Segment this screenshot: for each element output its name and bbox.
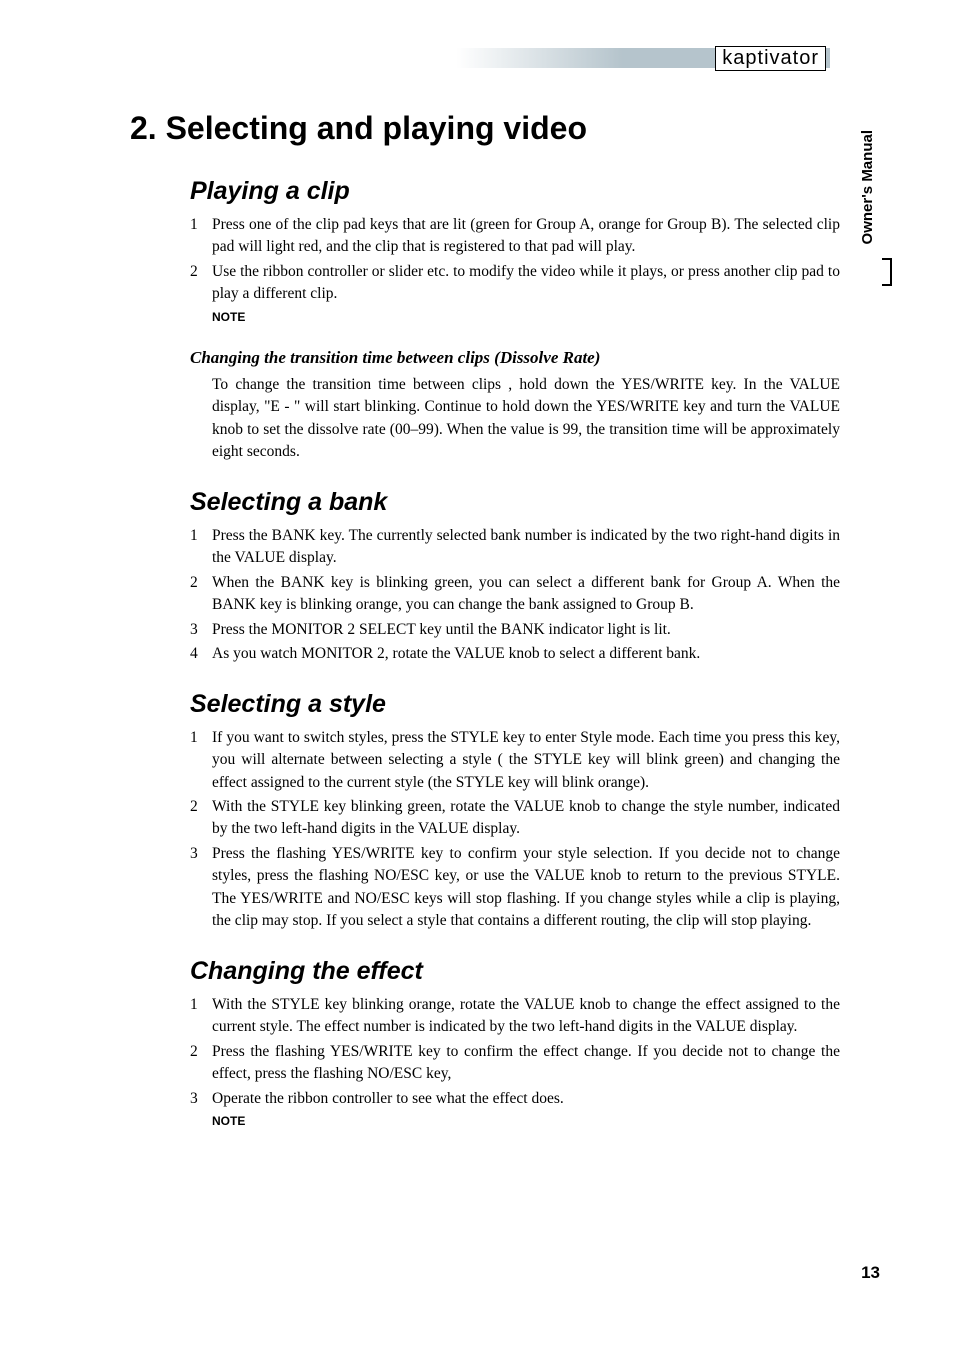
effect-note: NOTE: [212, 1114, 840, 1128]
playing-steps: Press one of the clip pad keys that are …: [190, 214, 840, 306]
style-steps: If you want to switch styles, press the …: [190, 727, 840, 933]
style-step-3: Press the flashing YES/WRITE key to conf…: [190, 843, 840, 933]
side-label: Owner's Manual: [859, 130, 876, 244]
playing-step-1: Press one of the clip pad keys that are …: [190, 214, 840, 259]
effect-steps: With the STYLE key blinking orange, rota…: [190, 994, 840, 1110]
section-style-heading: Selecting a style: [190, 690, 840, 719]
section-effect-heading: Changing the effect: [190, 957, 840, 986]
effect-step-1: With the STYLE key blinking orange, rota…: [190, 994, 840, 1039]
section-bank-heading: Selecting a bank: [190, 488, 840, 517]
playing-step-2: Use the ribbon controller or slider etc.…: [190, 261, 840, 306]
playing-note: NOTE: [212, 310, 840, 324]
page-content: 2. Selecting and playing video Playing a…: [130, 110, 840, 1128]
style-step-2: With the STYLE key blinking green, rotat…: [190, 796, 840, 841]
bank-steps: Press the BANK key. The currently select…: [190, 525, 840, 666]
page-number: 13: [861, 1263, 880, 1283]
bank-step-3: Press the MONITOR 2 SELECT key until the…: [190, 619, 840, 641]
dissolve-heading: Changing the transition time between cli…: [190, 348, 840, 368]
effect-step-3: Operate the ribbon controller to see wha…: [190, 1088, 840, 1110]
bank-step-4: As you watch MONITOR 2, rotate the VALUE…: [190, 643, 840, 665]
section-playing-heading: Playing a clip: [190, 177, 840, 206]
dissolve-paragraph: To change the transition time between cl…: [212, 374, 840, 464]
brand-logo: kaptivator: [715, 46, 826, 71]
header-gradient-bar: [0, 48, 830, 68]
chapter-heading: 2. Selecting and playing video: [130, 110, 840, 147]
side-tab-marker: [882, 258, 892, 286]
style-step-1: If you want to switch styles, press the …: [190, 727, 840, 794]
bank-step-1: Press the BANK key. The currently select…: [190, 525, 840, 570]
effect-step-2: Press the flashing YES/WRITE key to conf…: [190, 1041, 840, 1086]
bank-step-2: When the BANK key is blinking green, you…: [190, 572, 840, 617]
